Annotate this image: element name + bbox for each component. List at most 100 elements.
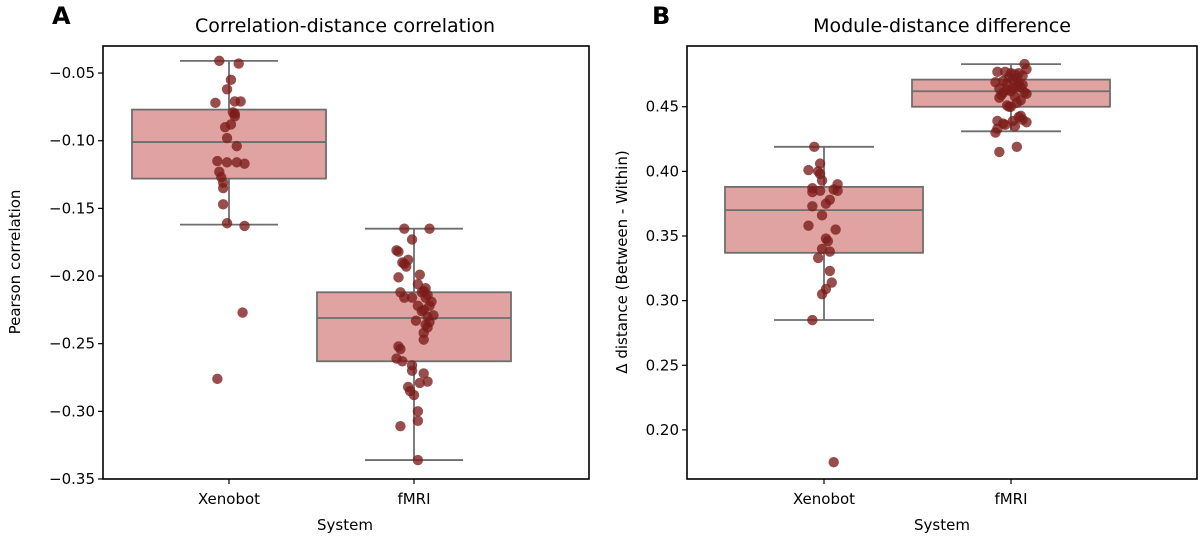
panel-a-y-axis-label: Pearson correlation xyxy=(6,190,24,335)
panel-a-xenobot-data-point xyxy=(217,199,229,210)
panel-a-fmri-data-point xyxy=(393,246,404,257)
panel-b: B Module-distance difference 0.20 0.25 0.3… xyxy=(613,2,1198,534)
panel-a-title: Correlation-distance correlation xyxy=(195,15,495,37)
panel-a-y-tick-label: −0.05 xyxy=(49,64,95,82)
panel-a-fmri-data-point xyxy=(395,421,406,432)
panel-a-xenobot-data-point xyxy=(239,158,250,169)
panel-a-x-ticks: Xenobot fMRI xyxy=(198,479,431,508)
panel-b-xenobot-data-point xyxy=(803,220,814,231)
panel-b-xenobot-data-point xyxy=(824,246,836,257)
panel-a-fmri-data-point xyxy=(406,292,418,303)
panel-b-fmri-data-point xyxy=(990,127,1001,138)
panel-a-xenobot-data-point xyxy=(221,218,233,229)
panel-a-fmri-data-point xyxy=(412,454,424,466)
panel-a-fmri-data-point xyxy=(397,356,408,367)
panel-a-fmri-data-point xyxy=(395,343,406,355)
panel-a-xenobot-data-point xyxy=(231,157,242,168)
panel-b-xenobot-data-point xyxy=(822,235,834,247)
panel-a-xenobot-data-point xyxy=(217,182,229,194)
panel-b-fmri-data-point xyxy=(1011,141,1023,153)
panel-a-fmri-data-point xyxy=(393,272,404,283)
panel-b-axes-frame xyxy=(686,45,1198,480)
panel-a-fmri-data-point xyxy=(406,365,418,376)
panel-a-xenobot-data-point xyxy=(233,58,244,69)
panel-b-x-axis-label: System xyxy=(914,516,970,534)
panel-a-xenobot-data-point xyxy=(214,55,225,67)
panel-a-fmri-data-point xyxy=(418,368,429,379)
panel-a-y-tick-label: −0.15 xyxy=(49,199,95,217)
panel-b-xenobot-data-point xyxy=(816,210,828,221)
panel-a-xenobot-data-point xyxy=(237,307,248,318)
panel-a-xenobot-data-point xyxy=(229,111,241,122)
panel-a-fmri-data-point xyxy=(414,269,426,280)
panel-b-fmri-data-point xyxy=(994,92,1005,103)
panel-b-xenobot-data-point xyxy=(828,456,839,468)
panel-b-fmri-data-point xyxy=(1009,120,1021,132)
panel-a-fmri-data-point xyxy=(414,377,426,389)
panel-a-y-tick-label: −0.30 xyxy=(49,402,95,420)
panel-b-xenobot-data-point xyxy=(807,314,818,326)
panel-b-fmri-data-point xyxy=(992,66,1003,78)
panel-a-fmri-data-point xyxy=(422,376,433,387)
panel-a-fmri-data-point xyxy=(406,234,418,245)
panel-b-xenobot-data-point xyxy=(830,224,841,235)
panel-b-y-tick-label: 0.45 xyxy=(646,98,679,116)
panel-a-y-tick-label: −0.20 xyxy=(49,267,95,285)
panel-a-fmri-data-point xyxy=(412,406,424,417)
panel-b-title: Module-distance difference xyxy=(813,15,1071,37)
panel-a-xenobot-data-point xyxy=(225,74,237,86)
panel-b-xenobot-data-point xyxy=(816,288,828,300)
panel-a-fmri-data-point xyxy=(424,223,435,234)
panel-a-y-tick-label: −0.10 xyxy=(49,132,95,150)
panel-b-x-tick-label: fMRI xyxy=(994,490,1027,508)
panel-a-x-tick-label: Xenobot xyxy=(198,490,260,508)
panel-b-letter: B xyxy=(652,2,670,30)
panel-a-x-tick-label: fMRI xyxy=(397,490,430,508)
panel-b-xenobot-data-point xyxy=(812,252,824,264)
panel-a-fmri-data-point xyxy=(399,292,410,303)
panel-b-y-tick-label: 0.30 xyxy=(646,292,679,310)
panel-b-xenobot-data-point xyxy=(824,265,836,277)
panel-b-xenobot-data-point xyxy=(820,198,832,209)
panel-b-fmri-data-point xyxy=(1021,117,1032,128)
panel-b-x-tick-label: Xenobot xyxy=(793,490,855,508)
panel-b-y-axis-label: Δ distance (Between - Within) xyxy=(613,150,631,373)
panel-a-xenobot-data-point xyxy=(225,119,237,130)
panel-b-xenobot-data-point xyxy=(807,186,818,198)
panel-b-y-tick-label: 0.35 xyxy=(646,227,679,245)
panel-b-xenobot-data-point xyxy=(832,185,843,196)
panel-a-xenobot-data-point xyxy=(221,84,233,95)
panel-a-fmri-data-point xyxy=(408,389,420,401)
panel-a-y-tick-label: −0.35 xyxy=(49,470,95,488)
panel-a-fmri-data-point xyxy=(399,223,410,234)
panel-a-xenobot-data-point xyxy=(210,97,221,109)
panel-a-xenobot-data-point xyxy=(231,140,242,152)
panel-a-y-ticks: −0.05 −0.10 −0.15 −0.20 −0.25 −0.30 −0.35 xyxy=(49,64,103,488)
panel-a: A Correlation-distance correlation −0.05… xyxy=(6,2,590,534)
panel-a-xenobot-data-point xyxy=(239,220,250,232)
panel-a-fmri-data-point xyxy=(412,415,424,427)
panel-a-xenobot-data-point xyxy=(235,96,246,107)
panel-b-xenobot-data-point xyxy=(807,201,818,212)
panel-b-xenobot-data-point xyxy=(803,164,814,176)
panel-a-x-axis-label: System xyxy=(317,516,373,534)
panel-a-xenobot-data-point xyxy=(212,373,223,385)
panel-a-axes-frame xyxy=(102,45,590,480)
panel-a-fmri-data-point xyxy=(418,334,429,345)
panel-a-fmri-data-point xyxy=(410,315,422,326)
panel-a-fmri-data-point xyxy=(401,261,412,272)
panel-b-xenobot-data-point xyxy=(809,141,820,153)
panel-a-letter: A xyxy=(52,2,71,30)
panel-b-fmri-data-point xyxy=(1005,101,1017,112)
panel-a-xenobot-data-point xyxy=(221,132,233,144)
panel-a-marks xyxy=(131,55,512,466)
panel-b-xenobot-data-point xyxy=(816,175,828,186)
panel-b-fmri-data-point xyxy=(999,119,1011,131)
panel-a-xenobot-data-point xyxy=(212,155,223,167)
panel-a-xenobot-data-point xyxy=(221,157,233,168)
panel-b-xenobot-data-point xyxy=(814,185,826,196)
panel-b-x-ticks: Xenobot fMRI xyxy=(793,479,1028,508)
panel-b-y-tick-label: 0.20 xyxy=(646,421,679,439)
panel-a-fmri-data-point xyxy=(412,278,424,290)
